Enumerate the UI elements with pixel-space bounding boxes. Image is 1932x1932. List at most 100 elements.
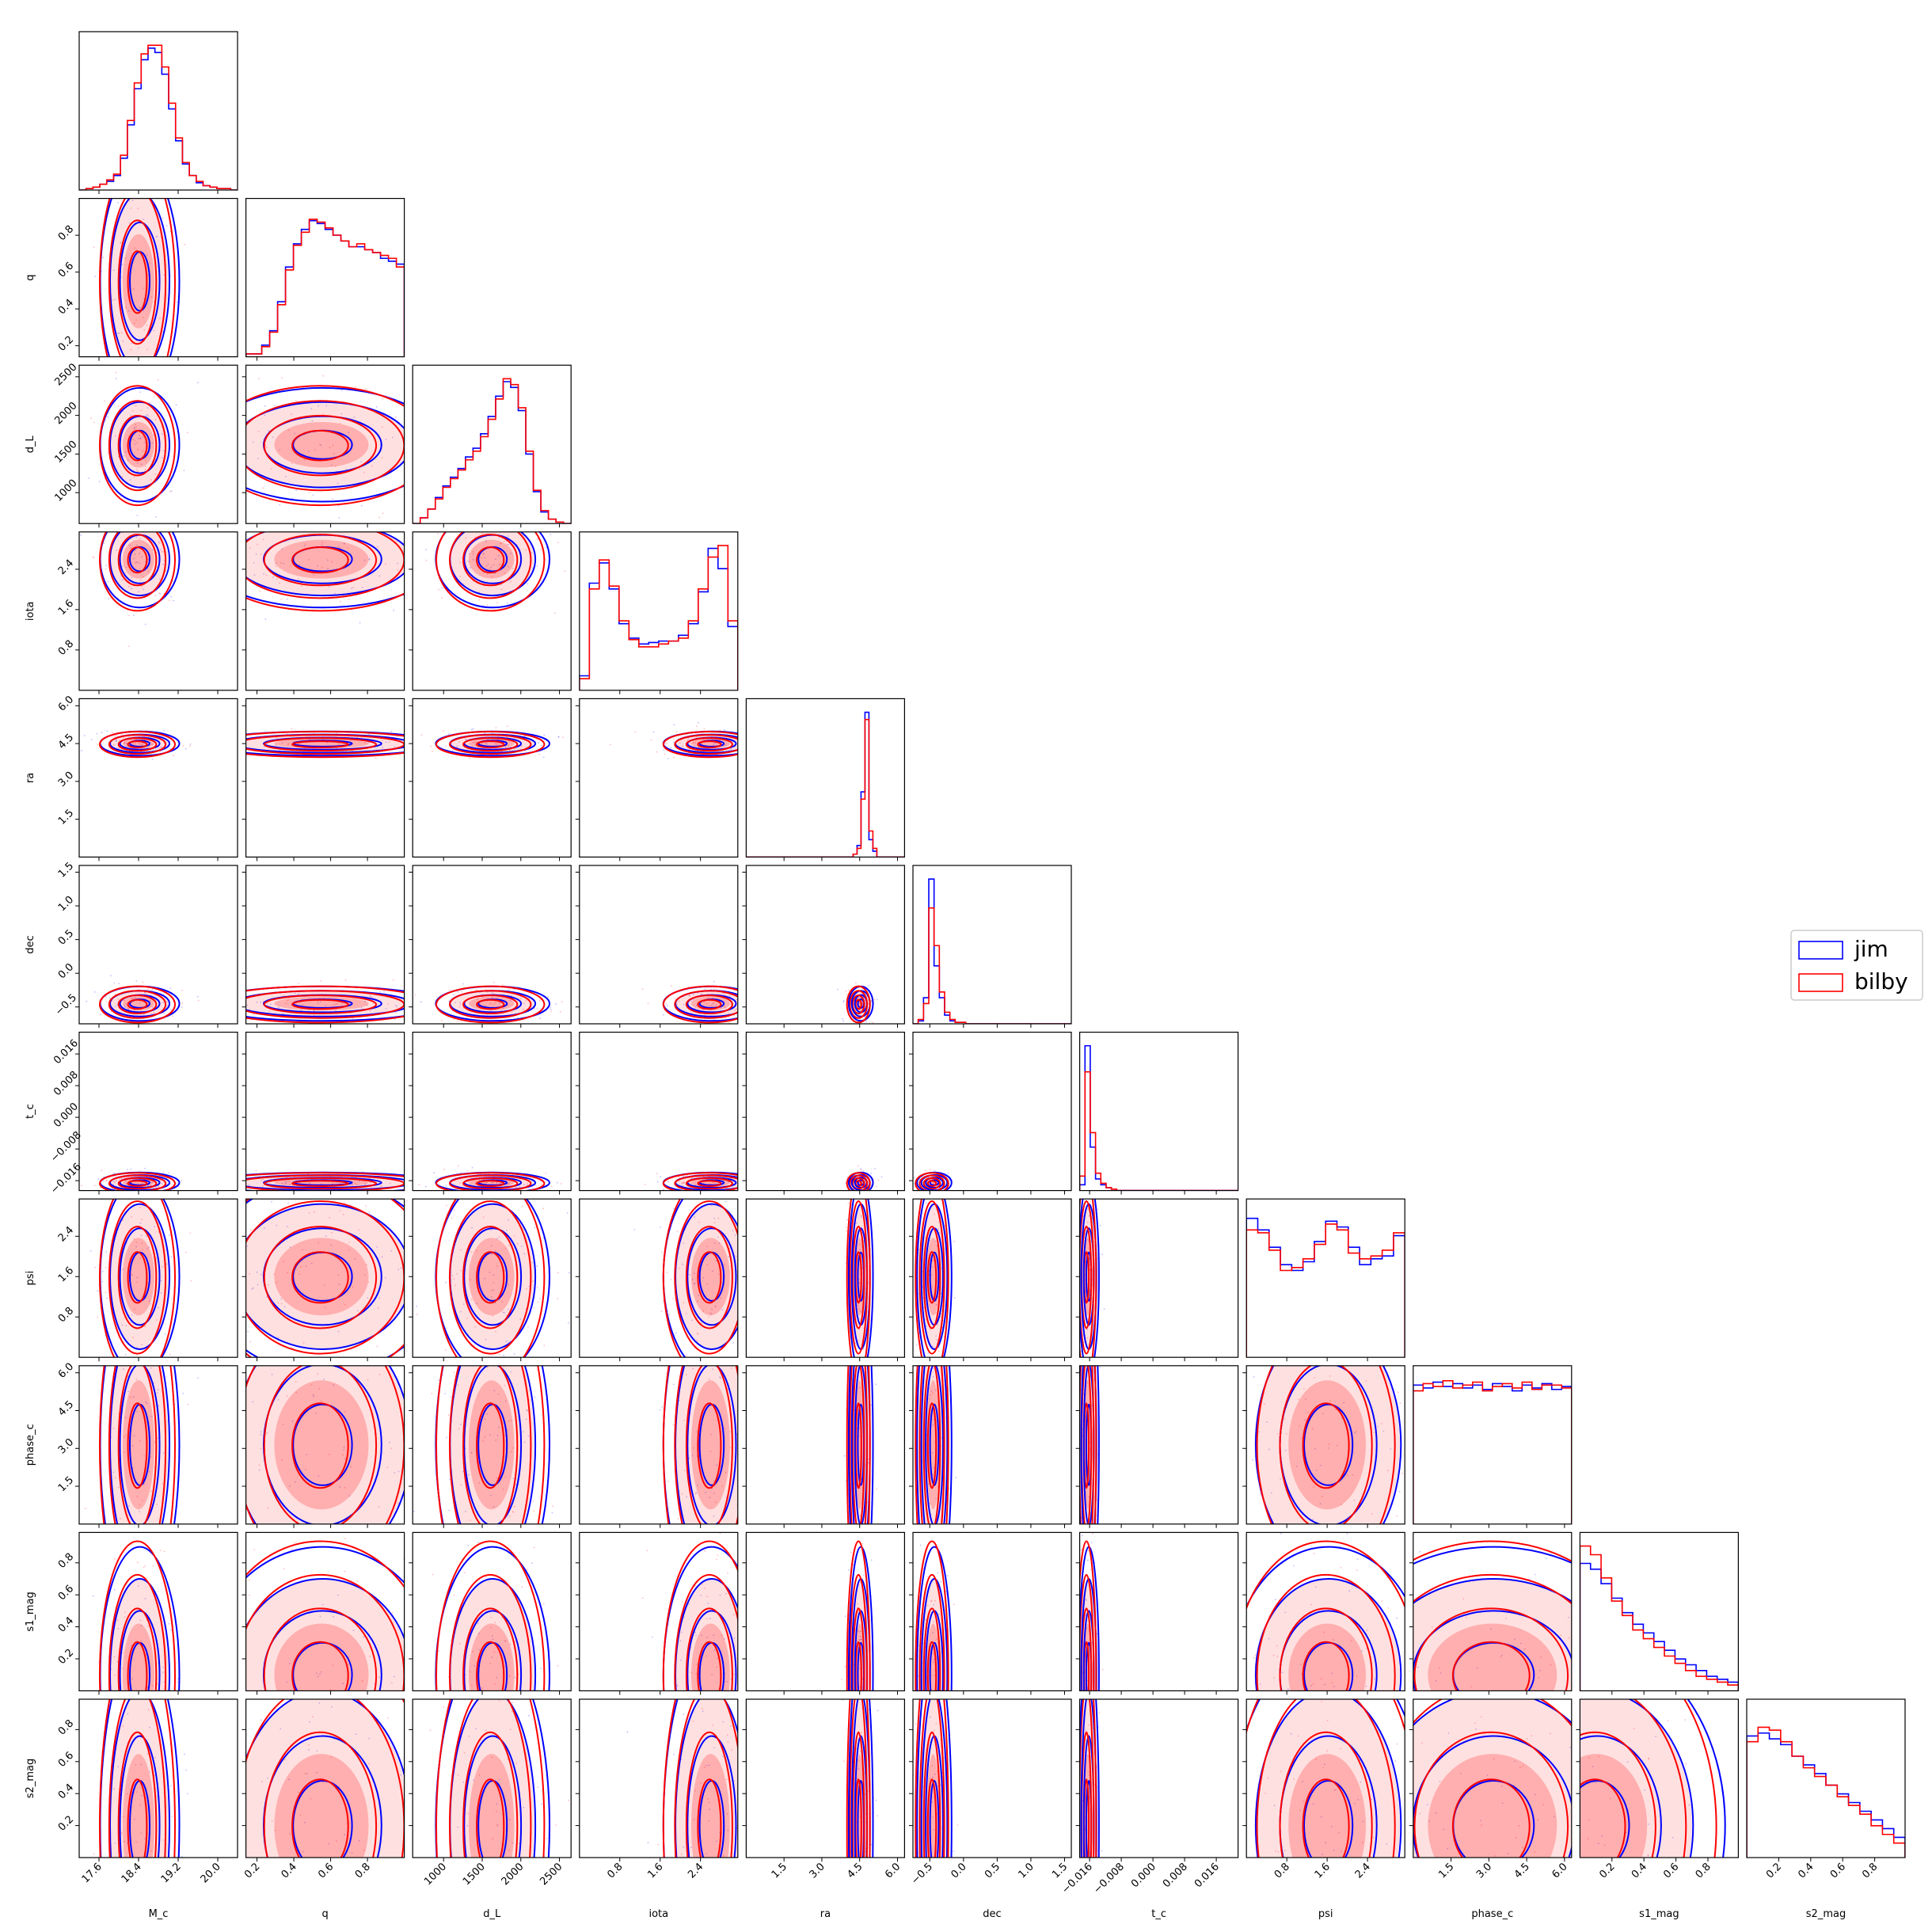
sample-point bbox=[133, 476, 135, 478]
sample-point bbox=[393, 1732, 394, 1734]
panel-q-vs-dec bbox=[242, 865, 430, 1030]
hist-panel-d_L bbox=[412, 364, 572, 528]
sample-point bbox=[286, 1395, 288, 1398]
sample-point bbox=[101, 1194, 103, 1196]
panel-content bbox=[1244, 1347, 1404, 1593]
sample-point bbox=[523, 1253, 526, 1255]
sample-point bbox=[471, 1299, 473, 1300]
sample-point bbox=[174, 491, 176, 493]
sample-point bbox=[681, 1182, 683, 1185]
sample-point bbox=[766, 1176, 767, 1177]
sample-point bbox=[692, 998, 694, 1001]
sample-point bbox=[368, 557, 371, 560]
sample-point bbox=[113, 1172, 115, 1174]
panel-ra-vs-psi bbox=[742, 1198, 906, 1362]
sample-point bbox=[561, 736, 564, 739]
sample-point bbox=[131, 576, 132, 579]
sample-point bbox=[1266, 1592, 1268, 1593]
panel-frame bbox=[245, 531, 405, 691]
hist-bilby-q bbox=[245, 219, 405, 357]
sample-point bbox=[131, 1216, 132, 1218]
sample-point bbox=[275, 565, 277, 567]
sample-point bbox=[705, 1002, 708, 1005]
panel-frame bbox=[78, 198, 238, 358]
y-tick-label: 1500 bbox=[53, 439, 80, 466]
sample-point bbox=[165, 225, 168, 227]
sample-point bbox=[137, 470, 139, 473]
sample-point bbox=[318, 1242, 319, 1244]
sample-point bbox=[282, 1013, 283, 1015]
sample-point bbox=[117, 998, 120, 1000]
sample-point bbox=[744, 1173, 745, 1175]
sample-point bbox=[489, 1010, 492, 1011]
contour-bilby bbox=[291, 1251, 349, 1304]
sample-point bbox=[860, 1215, 862, 1217]
sample-point bbox=[538, 999, 541, 1002]
sample-point bbox=[448, 1509, 451, 1512]
y-tick-label: 2500 bbox=[53, 361, 80, 388]
sample-point bbox=[266, 1432, 268, 1434]
y-tick-label: 1.0 bbox=[56, 894, 76, 914]
sample-point bbox=[141, 1697, 143, 1698]
sample-point bbox=[105, 419, 107, 421]
sample-point bbox=[1335, 1409, 1337, 1411]
sample-point bbox=[1274, 1360, 1276, 1362]
y-tick-label: 6.0 bbox=[56, 1361, 76, 1381]
sample-point bbox=[454, 514, 456, 515]
sample-point bbox=[120, 1177, 123, 1180]
sample-point bbox=[337, 1330, 340, 1333]
sample-point bbox=[751, 1285, 753, 1287]
contour-bilby bbox=[476, 1251, 505, 1304]
sample-point bbox=[427, 394, 428, 395]
sample-point bbox=[295, 1029, 296, 1030]
sample-point bbox=[249, 1229, 252, 1231]
panel-content bbox=[85, 1365, 199, 1524]
sample-point bbox=[216, 747, 218, 748]
sample-point bbox=[120, 242, 122, 244]
sample-point bbox=[428, 996, 430, 998]
sample-point bbox=[916, 1348, 918, 1350]
hist-panel-ra bbox=[745, 698, 906, 861]
sample-point bbox=[686, 1313, 687, 1314]
sample-point bbox=[390, 1447, 393, 1450]
contour-bilby bbox=[108, 531, 167, 599]
sample-point bbox=[405, 1362, 406, 1363]
sample-point bbox=[345, 468, 347, 470]
sample-point bbox=[322, 375, 325, 377]
sample-point bbox=[135, 561, 136, 564]
contour-bilby bbox=[245, 731, 405, 759]
sample-point bbox=[139, 1207, 141, 1208]
sample-point bbox=[471, 1166, 473, 1169]
sample-point bbox=[111, 1888, 112, 1889]
contour-bilby bbox=[291, 740, 349, 749]
sample-point bbox=[505, 1341, 508, 1343]
sample-point bbox=[181, 989, 183, 991]
sample-point bbox=[320, 444, 322, 447]
y-axis-label-d_L: d_L bbox=[25, 435, 36, 453]
contour-bilby bbox=[462, 995, 519, 1014]
sample-point bbox=[89, 1249, 92, 1252]
sample-point bbox=[935, 1303, 937, 1306]
sample-point bbox=[162, 563, 164, 565]
hist-jim-ra bbox=[746, 711, 905, 858]
sample-point bbox=[876, 998, 878, 1001]
sample-point bbox=[147, 415, 150, 417]
sample-point bbox=[1089, 1442, 1091, 1443]
sample-point bbox=[360, 1006, 363, 1009]
contour-jim bbox=[463, 1227, 523, 1326]
sample-point bbox=[1244, 1347, 1246, 1348]
sample-point bbox=[175, 404, 177, 406]
sample-point bbox=[493, 564, 495, 566]
sample-point bbox=[677, 1517, 679, 1519]
sample-point bbox=[127, 1008, 130, 1010]
sample-point bbox=[531, 1261, 534, 1264]
sample-point bbox=[696, 1340, 698, 1341]
sample-point bbox=[773, 1287, 774, 1289]
sample-point bbox=[424, 444, 426, 446]
sample-point bbox=[918, 1196, 920, 1198]
sample-point bbox=[139, 307, 142, 310]
sample-point bbox=[478, 1482, 481, 1484]
sample-point bbox=[683, 1181, 686, 1184]
sample-point bbox=[276, 530, 277, 531]
